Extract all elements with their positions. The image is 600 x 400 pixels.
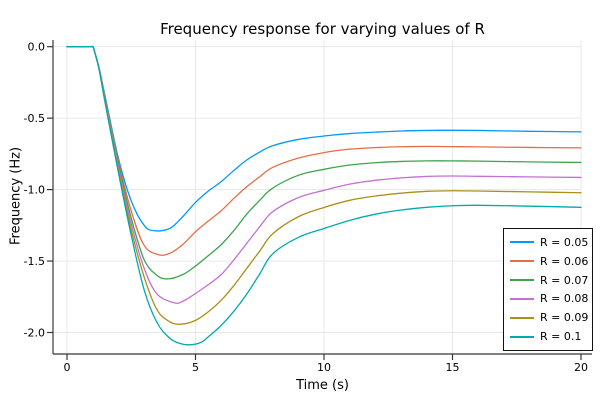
x-tick-label-15: 15 <box>446 361 460 374</box>
legend-entry-2: R = 0.07 <box>504 271 592 289</box>
legend-line-swatch-4 <box>510 316 534 319</box>
legend-line-swatch-3 <box>510 297 534 300</box>
legend-label-1: R = 0.06 <box>540 254 589 268</box>
x-axis-label: Time (s) <box>296 378 349 393</box>
y-tick-label--2.0: -2.0 <box>24 327 45 340</box>
y-axis-label: Frequency (Hz) <box>8 146 24 246</box>
legend-line-swatch-0 <box>510 241 534 244</box>
legend-label-4: R = 0.09 <box>540 311 589 325</box>
legend-entry-4: R = 0.09 <box>504 309 592 327</box>
legend-line-swatch-5 <box>510 335 534 338</box>
y-tick-label-0.0: 0.0 <box>28 41 46 54</box>
x-tick-label-10: 10 <box>317 361 331 374</box>
legend-entry-3: R = 0.08 <box>504 290 592 308</box>
legend-entry-1: R = 0.06 <box>504 252 592 270</box>
legend-entry-5: R = 0.1 <box>504 328 592 346</box>
legend-label-2: R = 0.07 <box>540 273 589 287</box>
legend-line-swatch-1 <box>510 260 534 263</box>
series-line-5-R = 0.1 <box>66 45 582 346</box>
x-tick-label-20: 20 <box>574 361 588 374</box>
x-tick-label-0: 0 <box>64 361 71 374</box>
legend-label-3: R = 0.08 <box>540 292 589 306</box>
chart-title: Frequency response for varying values of… <box>160 20 485 38</box>
y-tick-label--0.5: -0.5 <box>24 112 45 125</box>
legend-box: R = 0.05 R = 0.06 R = 0.07 R = 0.08 R = 0.09… <box>503 228 593 351</box>
x-tick-label-5: 5 <box>192 361 199 374</box>
legend-label-0: R = 0.05 <box>540 235 589 249</box>
legend-label-5: R = 0.1 <box>540 330 582 344</box>
legend-line-swatch-2 <box>510 279 534 282</box>
legend-entry-0: R = 0.05 <box>504 233 592 251</box>
y-tick-label--1.5: -1.5 <box>24 255 45 268</box>
y-tick-label--1.0: -1.0 <box>24 184 45 197</box>
